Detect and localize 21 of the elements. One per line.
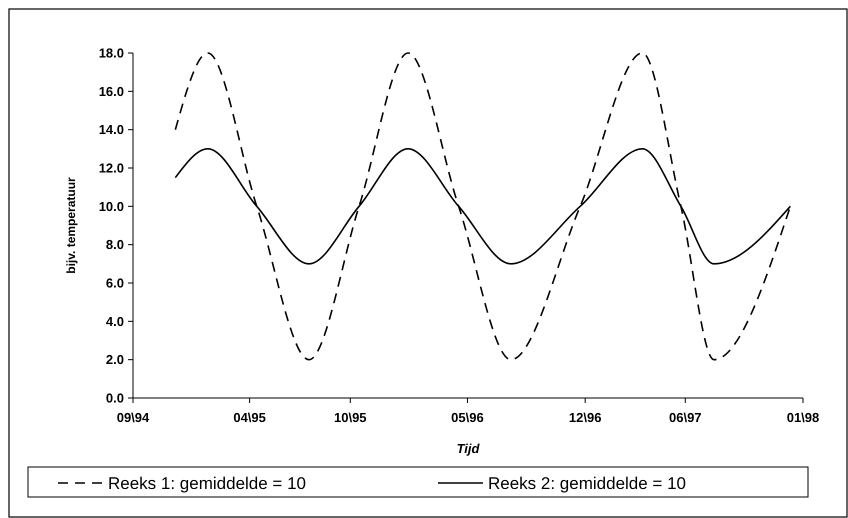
- x-tick-label: 04\95: [233, 410, 266, 425]
- y-tick-label: 4.0: [106, 314, 124, 329]
- legend-label: Reeks 2: gemiddelde = 10: [488, 474, 686, 493]
- x-axis-title: Tijd: [456, 441, 480, 456]
- x-tick-label: 12\96: [568, 410, 602, 425]
- y-tick-label: 6.0: [106, 276, 124, 291]
- x-tick-label: 10\95: [334, 410, 367, 425]
- y-tick-label: 10.0: [98, 198, 124, 214]
- y-axis-title: bijv. temperatuur: [64, 176, 78, 274]
- legend-label: Reeks 1: gemiddelde = 10: [108, 474, 306, 493]
- y-tick-label: 2.0: [106, 352, 124, 368]
- y-tick-label: 12.0: [98, 160, 124, 176]
- y-tick-label: 0.0: [106, 390, 124, 406]
- y-tick-label: 8.0: [106, 237, 124, 252]
- y-tick-label: 14.0: [98, 122, 124, 138]
- x-tick-label: 01\98: [786, 410, 820, 425]
- x-tick-label: 09\94: [116, 410, 150, 425]
- y-tick-label: 18.0: [98, 46, 124, 61]
- y-tick-label: 16.0: [98, 84, 124, 99]
- x-tick-label: 05\96: [451, 410, 484, 425]
- x-tick-label: 06\97: [669, 410, 702, 425]
